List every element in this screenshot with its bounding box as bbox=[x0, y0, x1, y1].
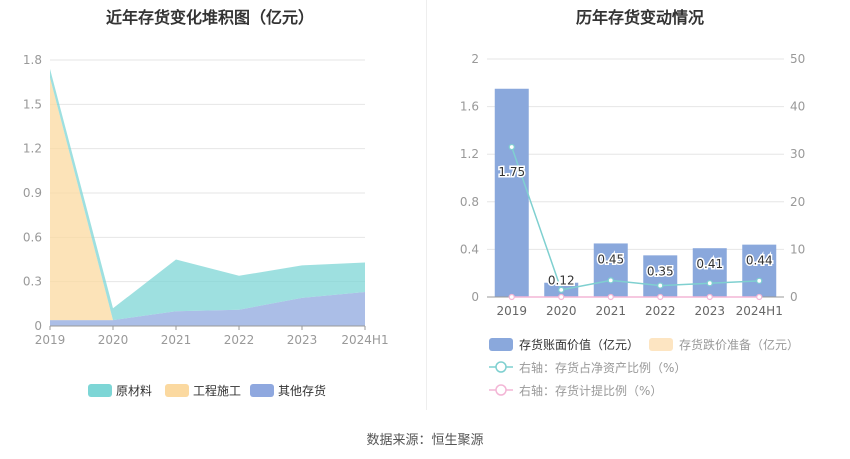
bar bbox=[494, 88, 529, 297]
legend-label: 其他存货 bbox=[278, 383, 326, 398]
x-tick-label: 2019 bbox=[496, 304, 527, 318]
x-tick-label: 2023 bbox=[287, 333, 318, 347]
bar bbox=[593, 243, 628, 297]
bar bbox=[692, 248, 727, 297]
y2-tick-label: 30 bbox=[790, 147, 805, 161]
legend-label: 右轴：存货占净资产比例（%） bbox=[519, 360, 686, 375]
y-tick-label: 0.9 bbox=[23, 186, 42, 200]
bar-value-label: 0.35 bbox=[647, 264, 674, 278]
line-point bbox=[558, 293, 565, 301]
left-chart-title: 近年存货变化堆积图（亿元） bbox=[105, 8, 314, 27]
x-tick-label: 2019 bbox=[35, 333, 66, 347]
left-stacked-area-chart: 0 0.3 0.6 0.9 1.2 1.5 1.8 2019 2020 2021 2022 2023 2… bbox=[23, 53, 389, 398]
y-tick-label: 1.2 bbox=[23, 142, 42, 156]
line-point bbox=[508, 143, 515, 151]
area-series bbox=[50, 77, 365, 321]
legend-swatch bbox=[165, 384, 189, 397]
y-tick-label: 0.4 bbox=[460, 242, 479, 256]
x-tick-label: 2020 bbox=[98, 333, 129, 347]
x-tick-label: 2023 bbox=[694, 304, 725, 318]
y-tick-label: 0.8 bbox=[460, 195, 479, 209]
bar-value-label: 0.41 bbox=[696, 257, 723, 271]
legend-label: 存货跌价准备（亿元） bbox=[679, 337, 799, 352]
chart-divider bbox=[426, 0, 427, 410]
legend-label: 存货账面价值（亿元） bbox=[519, 337, 639, 352]
line-point bbox=[706, 280, 713, 287]
legend-label: 原材料 bbox=[116, 384, 152, 398]
data-source: 数据来源：恒生聚源 bbox=[366, 433, 484, 448]
line-point bbox=[508, 293, 515, 301]
y-tick-label: 0.6 bbox=[23, 230, 42, 244]
bar bbox=[643, 255, 678, 297]
x-tick-label: 2024H1 bbox=[341, 333, 388, 347]
x-tick-label: 2021 bbox=[161, 333, 192, 347]
legend-label: 右轴：存货计提比例（%） bbox=[519, 383, 662, 398]
legend-marker bbox=[495, 361, 507, 373]
legend-swatch bbox=[88, 384, 112, 397]
bar-value-label: 0.12 bbox=[548, 274, 575, 288]
line-point bbox=[657, 293, 664, 301]
right-bar-line-chart: 0 0 0.4 10 0.8 20 1.2 30 1.6 40 2 50 2019 2020 2021 202… bbox=[460, 52, 805, 398]
line-point bbox=[756, 277, 763, 284]
bar-value-label: 0.44 bbox=[746, 254, 773, 268]
legend-swatch bbox=[649, 338, 673, 351]
y-tick-label: 1.8 bbox=[23, 53, 42, 67]
bar-value-label: 0.45 bbox=[597, 252, 624, 266]
line-point bbox=[607, 277, 614, 284]
bar-value-label: 1.75 bbox=[498, 165, 525, 179]
x-tick-label: 2020 bbox=[546, 304, 577, 318]
y-tick-label: 1.2 bbox=[460, 147, 479, 161]
y-tick-label: 0.3 bbox=[23, 275, 42, 289]
area-series bbox=[50, 292, 365, 326]
line-point bbox=[558, 286, 565, 293]
legend-swatch bbox=[250, 384, 274, 397]
line-point bbox=[607, 293, 614, 301]
y2-tick-label: 50 bbox=[790, 52, 805, 66]
x-tick-label: 2022 bbox=[645, 304, 676, 318]
right-chart-title: 历年存货变动情况 bbox=[575, 8, 704, 27]
y-tick-label: 2 bbox=[471, 52, 479, 66]
y-tick-label: 1.6 bbox=[460, 100, 479, 114]
y-tick-label: 1.5 bbox=[23, 97, 42, 111]
y2-tick-label: 0 bbox=[790, 290, 798, 304]
area-series bbox=[50, 68, 365, 321]
y2-tick-label: 10 bbox=[790, 242, 805, 256]
x-tick-label: 2024H1 bbox=[736, 304, 783, 318]
y2-tick-label: 20 bbox=[790, 195, 805, 209]
x-tick-label: 2021 bbox=[595, 304, 626, 318]
legend-swatch bbox=[489, 338, 513, 351]
x-tick-label: 2022 bbox=[224, 333, 255, 347]
bar bbox=[742, 244, 777, 297]
line-point bbox=[756, 293, 763, 301]
legend-marker bbox=[495, 384, 507, 396]
line-point bbox=[657, 282, 664, 289]
legend-label: 工程施工 bbox=[193, 383, 241, 398]
line-series-net-asset-ratio bbox=[511, 146, 760, 291]
y-tick-label: 0 bbox=[34, 319, 42, 333]
line-point bbox=[706, 293, 713, 301]
y2-tick-label: 40 bbox=[790, 100, 805, 114]
y-tick-label: 0 bbox=[471, 290, 479, 304]
